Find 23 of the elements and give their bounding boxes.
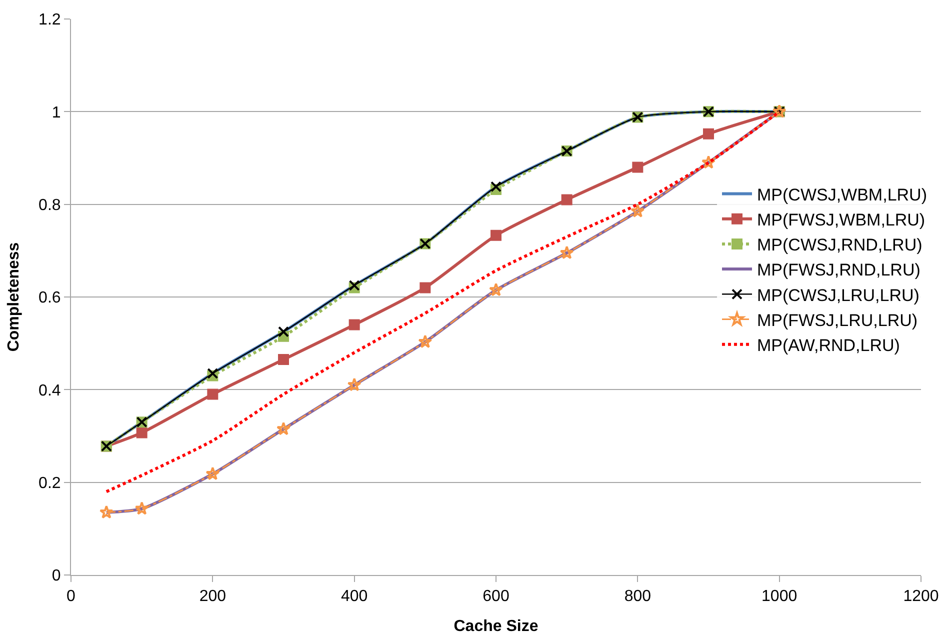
y-tick-label: 1.2: [38, 12, 61, 29]
y-tick-label: 0.2: [38, 474, 61, 492]
y-tick-label: 0.8: [38, 196, 61, 214]
x-axis-title: Cache Size: [454, 618, 538, 635]
x-tick-label: 0: [66, 588, 76, 606]
legend-label: MP(FWSJ,WBM,LRU): [757, 210, 926, 230]
x-tick-label: 1200: [903, 588, 939, 606]
legend-label: MP(CWSJ,RND,LRU): [757, 236, 922, 255]
y-tick-label: 1: [52, 104, 61, 122]
x-tick-label: 400: [340, 588, 368, 606]
legend-label: MP(FWSJ,LRU,LRU): [757, 310, 918, 330]
x-tick-label: 600: [482, 588, 510, 606]
y-axis-title: Completeness: [5, 242, 22, 352]
x-tick-label: 200: [199, 588, 226, 606]
y-tick-label: 0: [52, 568, 61, 585]
x-tick-label: 1000: [762, 588, 798, 606]
legend-label: MP(CWSJ,LRU,LRU): [757, 286, 920, 305]
y-tick-label: 0.6: [38, 290, 61, 307]
legend-label: MP(FWSJ,RND,LRU): [757, 260, 920, 280]
legend-label: MP(CWSJ,WBM,LRU): [757, 185, 927, 204]
legend-label: MP(AW,RND,LRU): [757, 336, 900, 355]
y-tick-label: 0.4: [38, 382, 61, 400]
x-tick-label: 800: [624, 588, 652, 606]
